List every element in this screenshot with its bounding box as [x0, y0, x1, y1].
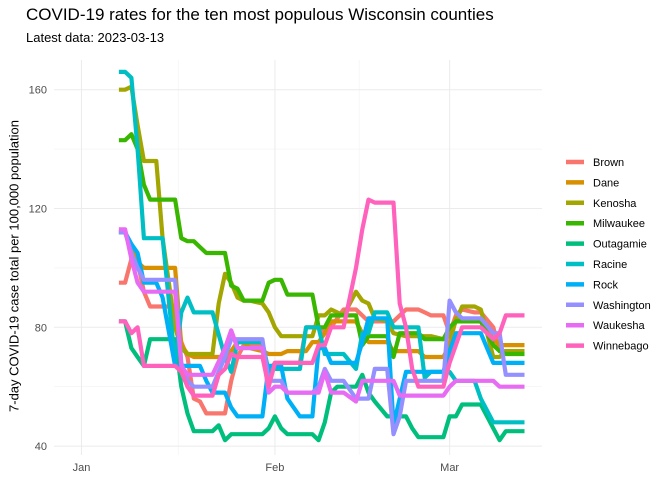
legend-label-winnebago: Winnebago	[593, 341, 649, 353]
legend-label-waukesha: Waukesha	[593, 320, 645, 332]
y-tick-label: 80	[35, 322, 47, 334]
legend: Brown Dane Kenosha Milwaukee Outagamie Racine…	[566, 157, 651, 353]
legend-label-outagamie: Outagamie	[593, 239, 647, 251]
series-line-waukesha	[118, 227, 525, 404]
legend-label-washington: Washington	[593, 300, 651, 312]
legend-label-milwaukee: Milwaukee	[593, 218, 645, 230]
series-lines	[118, 69, 525, 443]
legend-label-kenosha: Kenosha	[593, 198, 637, 210]
series-line-winnebago	[118, 197, 525, 398]
x-axis-ticks: Jan Feb Mar	[73, 462, 460, 474]
chart-subtitle: Latest data: 2023-03-13	[26, 30, 165, 45]
legend-label-racine: Racine	[593, 259, 627, 271]
y-tick-label: 40	[35, 441, 47, 453]
y-tick-label: 160	[29, 85, 47, 97]
legend-label-dane: Dane	[593, 177, 619, 189]
x-tick-label: Mar	[440, 462, 459, 474]
series-line-outagamie	[118, 319, 525, 443]
legend-label-brown: Brown	[593, 157, 624, 169]
x-tick-label: Jan	[73, 462, 91, 474]
chart-title: COVID-19 rates for the ten most populous…	[26, 5, 494, 24]
y-axis-ticks: 40 80 120 160	[29, 85, 47, 453]
y-tick-label: 120	[29, 203, 47, 215]
grid	[54, 60, 542, 455]
x-tick-label: Feb	[265, 462, 284, 474]
legend-label-rock: Rock	[593, 279, 619, 291]
